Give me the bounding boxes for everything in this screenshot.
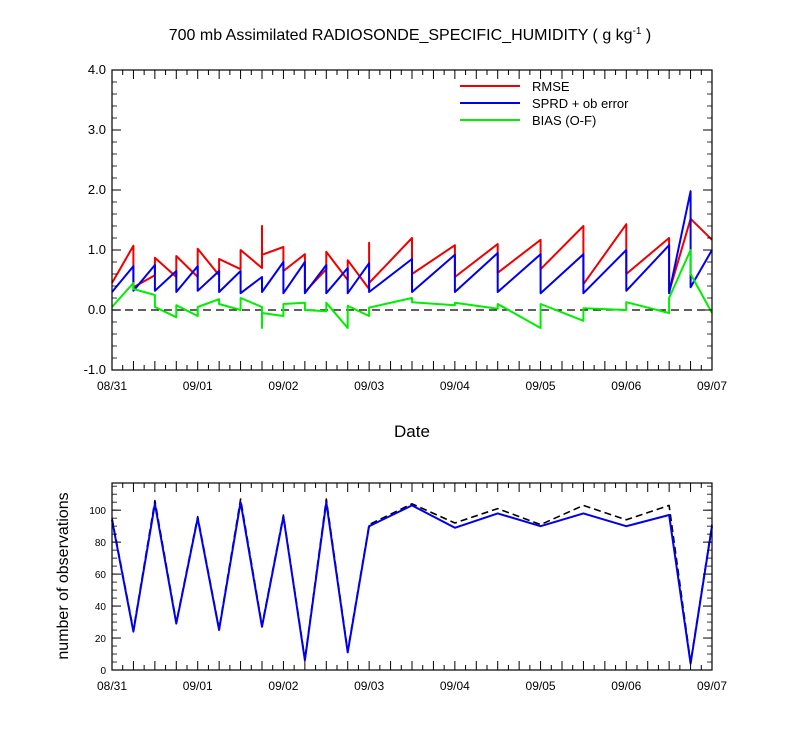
legend: RMSE SPRD + ob error BIAS (O-F) xyxy=(460,79,629,128)
bottom-ticks-layer: 08/31 09/01 09/02 09/03 09/04 09/05 09/06 09/07… xyxy=(89,483,727,693)
top-plot-frame xyxy=(111,69,713,371)
top-series-layer xyxy=(111,190,713,329)
y-tick-label: 40 xyxy=(95,602,107,613)
x-tick-label: 08/31 xyxy=(97,379,127,393)
x-axis-label: Date xyxy=(394,422,430,441)
x-tick-label: 09/02 xyxy=(268,679,298,693)
x-tick-label: 09/06 xyxy=(611,679,641,693)
chart-title-exponent: -1 xyxy=(633,26,642,37)
y-tick-label: -1.0 xyxy=(84,362,106,377)
x-tick-label: 09/07 xyxy=(697,379,727,393)
bottom-series-layer xyxy=(111,498,713,665)
x-tick-label: 08/31 xyxy=(97,679,127,693)
y-axis-label-observations: number of observations xyxy=(55,492,72,659)
y-tick-label: 20 xyxy=(95,634,107,645)
y-tick-label: 60 xyxy=(95,570,107,581)
observations-panel: 08/31 09/01 09/02 09/03 09/04 09/05 09/06 09/07… xyxy=(55,482,727,693)
x-tick-label: 09/03 xyxy=(354,679,384,693)
y-tick-label: 4.0 xyxy=(88,62,106,77)
y-tick-label: 0 xyxy=(100,666,106,677)
x-tick-label: 09/05 xyxy=(526,379,556,393)
y-tick-label: 0.0 xyxy=(88,302,106,317)
chart-title: 700 mb Assimilated RADIOSONDE_SPECIFIC_H… xyxy=(169,26,652,44)
y-tick-label: 80 xyxy=(95,538,107,549)
y-tick-label: 1.0 xyxy=(88,242,106,257)
chart-title-main: 700 mb Assimilated RADIOSONDE_SPECIFIC_H… xyxy=(169,27,633,44)
y-tick-label: 3.0 xyxy=(88,122,106,137)
chart-title-close: ) xyxy=(641,27,651,44)
series-line-bias-o-f xyxy=(111,249,713,329)
y-tick-label: 100 xyxy=(89,506,106,517)
x-tick-label: 09/06 xyxy=(611,379,641,393)
legend-label-sprd-ob-error: SPRD + ob error xyxy=(532,96,629,111)
bottom-plot-frame xyxy=(111,482,713,671)
x-tick-label: 09/07 xyxy=(697,679,727,693)
x-tick-label: 09/02 xyxy=(268,379,298,393)
diagnostics-panel: 08/31 09/01 09/02 09/03 09/04 09/05 09/06 09/07… xyxy=(84,62,728,441)
x-tick-label: 09/01 xyxy=(183,379,213,393)
x-tick-label: 09/01 xyxy=(183,679,213,693)
x-tick-label: 09/04 xyxy=(440,679,470,693)
legend-label-rmse: RMSE xyxy=(532,79,570,94)
x-tick-label: 09/05 xyxy=(526,679,556,693)
top-ticks-layer: 08/31 09/01 09/02 09/03 09/04 09/05 09/06 09/07… xyxy=(84,62,728,393)
y-tick-label: 2.0 xyxy=(88,182,106,197)
x-tick-label: 09/03 xyxy=(354,379,384,393)
series-line-possible xyxy=(111,498,713,663)
x-tick-label: 09/04 xyxy=(440,379,470,393)
legend-label-bias-o-f: BIAS (O-F) xyxy=(532,113,596,128)
series-line-assimilated xyxy=(111,501,713,665)
series-line-sprd-ob-error xyxy=(111,190,713,295)
